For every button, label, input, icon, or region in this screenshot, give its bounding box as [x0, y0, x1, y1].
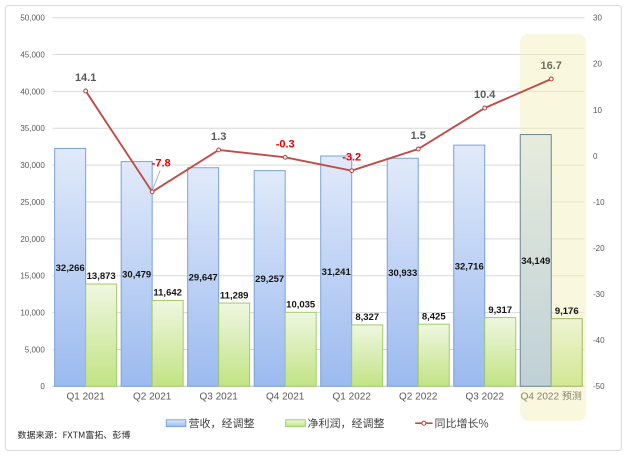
- svg-text:1.3: 1.3: [211, 131, 226, 143]
- svg-text:1.5: 1.5: [411, 130, 426, 142]
- svg-text:Q4 2022: Q4 2022: [521, 391, 560, 402]
- svg-text:9,176: 9,176: [555, 306, 579, 317]
- svg-text:0: 0: [593, 152, 598, 161]
- svg-text:30,000: 30,000: [20, 161, 45, 170]
- svg-text:-10: -10: [593, 198, 605, 207]
- svg-text:10.4: 10.4: [474, 89, 496, 101]
- svg-text:Q1 2022: Q1 2022: [333, 391, 372, 402]
- svg-text:-0.3: -0.3: [276, 138, 295, 150]
- svg-text:20,000: 20,000: [20, 235, 45, 244]
- svg-text:29,257: 29,257: [255, 274, 284, 285]
- svg-text:10,000: 10,000: [20, 308, 45, 317]
- svg-text:-3.2: -3.2: [342, 152, 361, 164]
- svg-text:-50: -50: [593, 382, 605, 391]
- svg-text:30,479: 30,479: [122, 270, 151, 281]
- svg-text:13,873: 13,873: [87, 271, 116, 282]
- svg-text:Q1 2021: Q1 2021: [66, 391, 105, 402]
- svg-text:10: 10: [593, 106, 602, 115]
- svg-text:40,000: 40,000: [20, 87, 45, 96]
- svg-text:20: 20: [593, 60, 602, 69]
- svg-text:5,000: 5,000: [25, 345, 46, 354]
- svg-text:-20: -20: [593, 244, 605, 253]
- svg-text:-40: -40: [593, 336, 605, 345]
- svg-text:11,642: 11,642: [153, 288, 182, 299]
- svg-text:8,327: 8,327: [355, 312, 379, 323]
- svg-text:16.7: 16.7: [541, 60, 562, 72]
- svg-text:45,000: 45,000: [20, 50, 45, 59]
- svg-text:Q3 2022: Q3 2022: [466, 391, 505, 402]
- svg-text:Q4 2021: Q4 2021: [266, 391, 305, 402]
- svg-text:31,241: 31,241: [322, 267, 352, 278]
- svg-text:35,000: 35,000: [20, 124, 45, 133]
- svg-text:8,425: 8,425: [422, 311, 446, 322]
- svg-text:25,000: 25,000: [20, 198, 45, 207]
- svg-text:15,000: 15,000: [20, 272, 45, 281]
- svg-text:0: 0: [40, 382, 45, 391]
- svg-text:10,035: 10,035: [286, 300, 316, 311]
- svg-text:30: 30: [593, 14, 602, 23]
- svg-text:Q2 2021: Q2 2021: [133, 391, 172, 402]
- svg-text:-30: -30: [593, 290, 605, 299]
- svg-text:Q2 2022: Q2 2022: [399, 391, 438, 402]
- svg-text:11,289: 11,289: [220, 290, 249, 301]
- svg-text:34,149: 34,149: [521, 256, 550, 267]
- svg-text:50,000: 50,000: [20, 14, 45, 23]
- svg-text:32,266: 32,266: [56, 263, 85, 274]
- svg-text:Q3 2021: Q3 2021: [199, 391, 238, 402]
- svg-text:14.1: 14.1: [75, 72, 96, 84]
- svg-text:9,317: 9,317: [488, 305, 512, 316]
- svg-text:29,647: 29,647: [189, 273, 218, 284]
- svg-text:32,716: 32,716: [455, 261, 484, 272]
- svg-text:30,933: 30,933: [388, 268, 417, 279]
- svg-text:-7.8: -7.8: [152, 158, 171, 170]
